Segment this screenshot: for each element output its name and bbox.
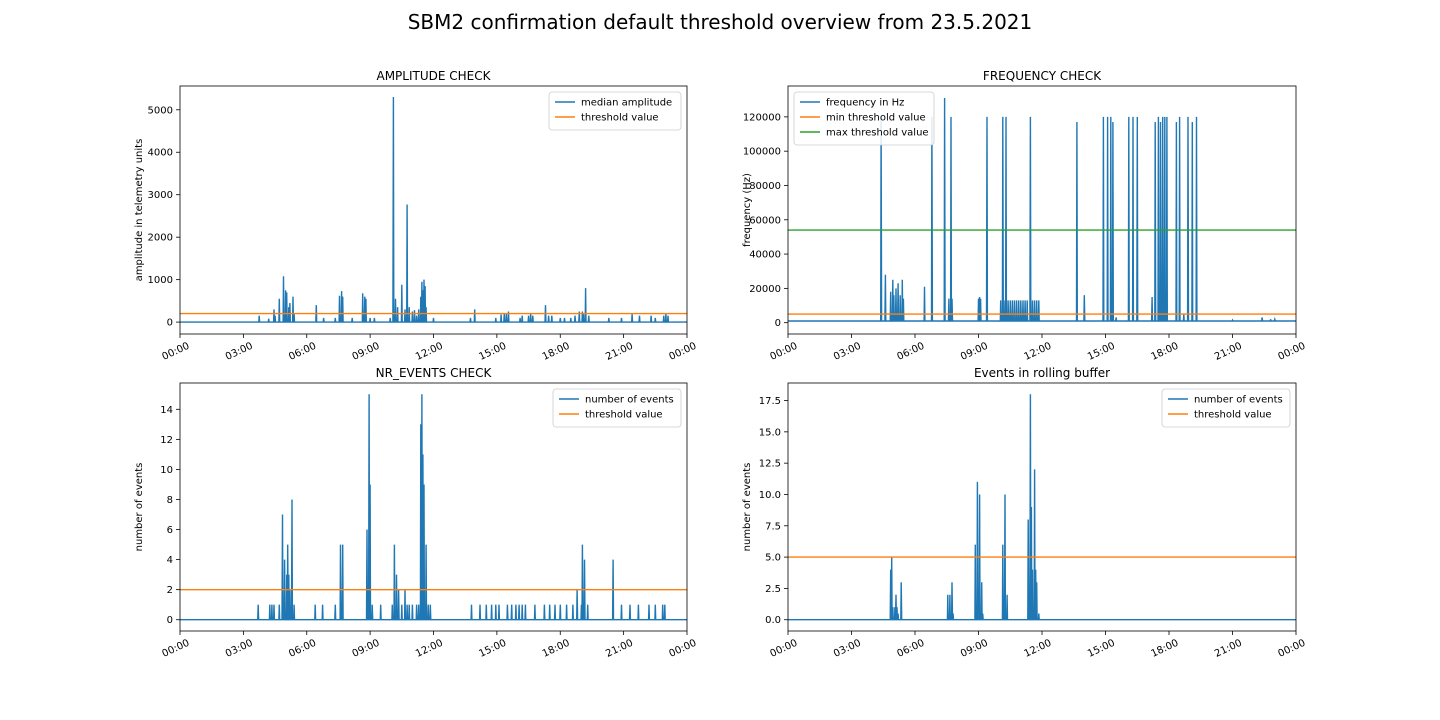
x-tick-label: 03:00: [832, 638, 863, 660]
y-tick-label: 0: [167, 318, 173, 329]
y-tick-label: 15.0: [759, 427, 781, 438]
y-axis-label: number of events: [742, 463, 753, 552]
chart-title: AMPLITUDE CHECK: [376, 69, 491, 83]
legend-label: threshold value: [585, 410, 663, 421]
y-tick-label: 12: [160, 435, 173, 446]
y-tick-label: 120000: [743, 112, 781, 123]
y-axis-label: number of events: [134, 463, 145, 552]
y-tick-label: 40000: [749, 250, 781, 261]
legend-label: threshold value: [1194, 410, 1272, 421]
x-tick-label: 09:00: [959, 638, 990, 660]
series-line-frequency-in-hz: [788, 97, 1296, 322]
y-tick-label: 0: [775, 318, 781, 329]
y-axis-label: frequency (Hz): [742, 173, 753, 247]
y-tick-label: 5.0: [765, 553, 781, 564]
y-axis-label: amplitude in telemetry units: [134, 139, 145, 282]
y-tick-label: 10: [160, 465, 173, 476]
y-tick-label: 100000: [743, 147, 781, 158]
x-tick-label: 18:00: [1150, 638, 1181, 660]
chart-title: Events in rolling buffer: [974, 366, 1110, 380]
y-tick-label: 5000: [148, 105, 173, 116]
legend-box: [793, 91, 935, 146]
y-tick-label: 10.0: [759, 490, 781, 501]
x-tick-label: 12:00: [1023, 638, 1054, 660]
y-tick-label: 0: [167, 615, 173, 626]
legend-box: [548, 91, 682, 131]
y-tick-label: 2000: [148, 233, 173, 244]
y-tick-label: 3000: [148, 190, 173, 201]
x-tick-label: 06:00: [896, 638, 927, 660]
y-tick-label: 17.5: [759, 396, 781, 407]
legend-label: median amplitude: [581, 98, 672, 109]
figure-title: SBM2 confirmation default threshold over…: [407, 10, 1033, 34]
x-tick-label: 00:00: [1277, 638, 1308, 660]
y-tick-label: 2: [167, 585, 173, 596]
legend-label: max threshold value: [826, 128, 929, 139]
y-tick-label: 2.5: [765, 584, 781, 595]
y-tick-label: 1000: [148, 275, 173, 286]
legend-box: [552, 388, 682, 428]
x-tick-label: 00:00: [769, 638, 800, 660]
x-tick-label: 21:00: [1213, 638, 1244, 660]
chart-title: NR_EVENTS CHECK: [376, 366, 493, 380]
y-tick-label: 4: [167, 555, 173, 566]
legend-label: number of events: [585, 395, 674, 406]
legend-label: number of events: [1194, 395, 1283, 406]
y-tick-label: 60000: [749, 215, 781, 226]
y-tick-label: 7.5: [765, 521, 781, 532]
x-tick-label: 15:00: [1086, 638, 1117, 660]
legend-label: frequency in Hz: [826, 98, 904, 109]
series-line-number-of-events: [180, 394, 687, 621]
y-tick-label: 12.5: [759, 459, 781, 470]
y-tick-label: 6: [167, 525, 173, 536]
y-tick-label: 14: [160, 405, 173, 416]
y-tick-label: 8: [167, 495, 173, 506]
chart-title: FREQUENCY CHECK: [983, 69, 1102, 83]
legend-label: min threshold value: [826, 113, 926, 124]
y-tick-label: 0.0: [765, 615, 781, 626]
legend-box: [1161, 388, 1291, 428]
series-line-number-of-events: [788, 394, 1296, 621]
legend-label: threshold value: [581, 113, 659, 124]
y-tick-label: 80000: [749, 181, 781, 192]
y-tick-label: 20000: [749, 284, 781, 295]
y-tick-label: 4000: [148, 148, 173, 159]
